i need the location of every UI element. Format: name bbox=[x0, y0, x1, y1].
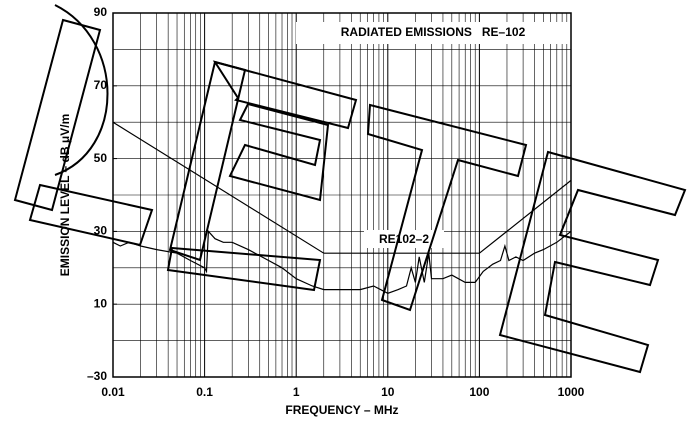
annotation: RE102–2 bbox=[379, 232, 429, 246]
watermark-shape bbox=[13, 18, 102, 212]
annotation-box bbox=[364, 230, 444, 248]
watermark-shape bbox=[212, 60, 358, 130]
chart-title: RADIATED EMISSIONS RE–102 bbox=[341, 25, 526, 39]
y-tick-label: 50 bbox=[94, 151, 108, 165]
watermark-shape bbox=[498, 150, 687, 374]
series-line bbox=[112, 121, 572, 254]
y-tick-label: 30 bbox=[94, 224, 108, 238]
x-axis-label: FREQUENCY – MHz bbox=[285, 403, 398, 417]
y-tick-label: –30 bbox=[87, 369, 107, 383]
y-tick-label: 90 bbox=[94, 5, 108, 19]
x-tick-label: 100 bbox=[469, 385, 489, 399]
watermark bbox=[13, 4, 687, 374]
marks bbox=[112, 121, 572, 294]
series-line bbox=[112, 229, 572, 294]
watermark-arc bbox=[54, 4, 109, 176]
x-tick-label: 0.01 bbox=[101, 385, 125, 399]
y-tick-label: 10 bbox=[94, 296, 108, 310]
x-tick-label: 1 bbox=[293, 385, 300, 399]
watermark-shape bbox=[28, 183, 154, 247]
x-tick-label: 0.1 bbox=[196, 385, 213, 399]
plot-frame bbox=[112, 12, 572, 378]
watermark-shape bbox=[166, 246, 322, 292]
y-tick-label: 70 bbox=[94, 78, 108, 92]
watermark-shape bbox=[168, 60, 247, 262]
title-box bbox=[296, 22, 570, 44]
x-tick-label: 1000 bbox=[558, 385, 585, 399]
watermark-shape bbox=[366, 103, 528, 312]
watermark-shape bbox=[228, 102, 330, 202]
x-tick-label: 10 bbox=[381, 385, 395, 399]
y-axis-label: EMISSION LEVEL – dB μV/m bbox=[58, 114, 72, 277]
